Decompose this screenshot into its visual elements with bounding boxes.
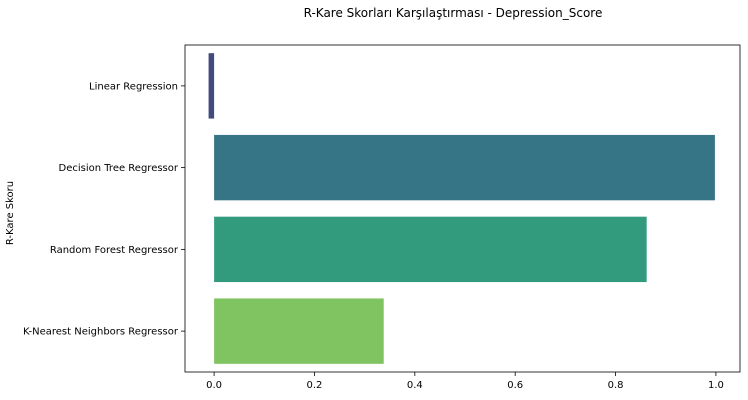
bar-k-nearest-neighbors-regressor: [214, 298, 384, 364]
bar-decision-tree-regressor: [214, 134, 715, 201]
y-tick-label: K-Nearest Neighbors Regressor: [23, 327, 179, 338]
x-axis-ticks: 0.0 0.2 0.4 0.6 0.8 1.0: [206, 372, 724, 391]
x-tick-label: 0.4: [407, 380, 423, 391]
bars-layer: [208, 53, 715, 364]
y-tick-label: Decision Tree Regressor: [59, 163, 179, 174]
y-tick-label: Linear Regression: [89, 81, 178, 92]
y-tick-label: Random Forest Regressor: [50, 245, 179, 256]
bar-random-forest-regressor: [214, 216, 647, 283]
x-tick-label: 0.8: [608, 380, 624, 391]
chart-title: R-Kare Skorları Karşılaştırması - Depres…: [304, 6, 603, 20]
x-tick-label: 1.0: [708, 380, 724, 391]
x-tick-label: 0.2: [307, 380, 323, 391]
plot-frame: [184, 44, 741, 373]
bar-linear-regression: [208, 53, 215, 119]
y-axis-ticks: Linear Regression Decision Tree Regressor…: [23, 81, 185, 338]
y-axis-label: R-Kare Skoru: [5, 181, 16, 245]
x-tick-label: 0.6: [507, 380, 523, 391]
x-tick-label: 0.0: [206, 380, 222, 391]
